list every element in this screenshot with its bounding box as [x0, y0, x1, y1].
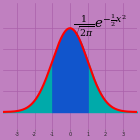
Text: $\frac{1}{\sqrt{2\pi}}e^{-\frac{1}{2}x^2}$: $\frac{1}{\sqrt{2\pi}}e^{-\frac{1}{2}x^2… [73, 13, 127, 40]
